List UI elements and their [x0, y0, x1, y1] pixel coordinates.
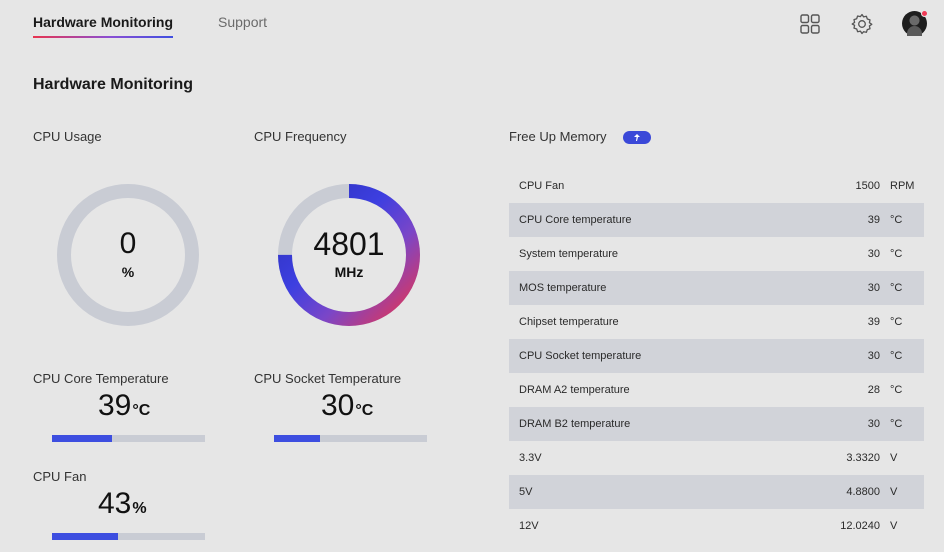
cpu-fan-unit: %	[132, 500, 147, 517]
sensor-value: 28	[867, 384, 880, 396]
sensor-unit: °C	[890, 316, 903, 328]
sensor-name: CPU Core temperature	[519, 214, 632, 226]
cpu-fan-value: 43	[98, 487, 132, 520]
tab-label: Support	[218, 14, 268, 30]
free-up-memory-label: Free Up Memory	[509, 129, 607, 144]
tab-label: Hardware Monitoring	[33, 14, 174, 30]
sensor-name: 3.3V	[519, 452, 542, 464]
sensor-row: CPU Fan 1500 RPM	[509, 169, 924, 203]
sensor-value: 30	[867, 248, 880, 260]
cpu-fan-label: CPU Fan	[33, 469, 87, 484]
sensor-name: DRAM A2 temperature	[519, 384, 630, 396]
cpu-usage-label: CPU Usage	[33, 129, 102, 144]
sensor-name: 5V	[519, 486, 533, 498]
cpu-frequency-value: 4801	[313, 226, 385, 262]
sensor-name: CPU Socket temperature	[519, 350, 642, 362]
notification-dot	[921, 10, 928, 17]
sensor-name: Chipset temperature	[519, 316, 619, 328]
sensor-unit: V	[890, 520, 898, 532]
sensor-value: 39	[867, 214, 880, 226]
tab-hardware-monitoring[interactable]: Hardware Monitoring	[33, 14, 174, 38]
sensor-row: 5V 4.8800 V	[509, 475, 924, 509]
sensor-value: 4.8800	[846, 486, 880, 498]
avatar[interactable]	[902, 10, 928, 36]
gear-icon[interactable]	[850, 12, 874, 36]
sensor-name: MOS temperature	[519, 282, 607, 294]
cpu-core-temp-label: CPU Core Temperature	[33, 371, 169, 386]
cpu-core-temp-value: 39	[98, 389, 132, 422]
sensor-name: System temperature	[519, 248, 619, 260]
cpu-socket-temp-bar	[274, 435, 427, 442]
apps-grid-icon[interactable]	[798, 12, 822, 36]
sensor-row: DRAM B2 temperature 30 °C	[509, 407, 924, 441]
boost-icon	[634, 134, 640, 141]
sensor-unit: V	[890, 486, 898, 498]
sensor-unit: °C	[890, 384, 903, 396]
cpu-core-temp-unit: °C	[132, 402, 151, 419]
cpu-fan-bar-fill	[52, 533, 118, 540]
sensor-row: CPU Socket temperature 30 °C	[509, 339, 924, 373]
cpu-frequency-unit: MHz	[334, 264, 364, 280]
sensor-row: System temperature 30 °C	[509, 237, 924, 271]
sensor-unit: °C	[890, 214, 903, 226]
free-up-memory-button[interactable]	[623, 131, 651, 144]
sensor-value: 30	[867, 282, 880, 294]
cpu-usage-value: 0	[119, 227, 137, 260]
sensor-row: 12V 12.0240 V	[509, 509, 924, 543]
cpu-socket-temp-readout: 30°C	[321, 389, 373, 423]
cpu-socket-temp-label: CPU Socket Temperature	[254, 371, 402, 386]
sensor-table: CPU Fan 1500 RPM CPU Core temperature 39 °C Sy…	[509, 169, 924, 543]
active-tab-indicator	[33, 36, 173, 38]
sensor-unit: °C	[890, 350, 903, 362]
cpu-fan-readout: 43%	[98, 487, 147, 521]
sensor-name: CPU Fan	[519, 180, 565, 192]
sensor-unit: °C	[890, 418, 903, 430]
cpu-core-temp-bar-fill	[52, 435, 112, 442]
sensor-row: MOS temperature 30 °C	[509, 271, 924, 305]
cpu-socket-temp-value: 30	[321, 389, 355, 422]
sensor-row: CPU Core temperature 39 °C	[509, 203, 924, 237]
cpu-frequency-gauge: 4801 MHz	[276, 182, 422, 328]
sensor-name: DRAM B2 temperature	[519, 418, 631, 430]
sensor-name: 12V	[519, 520, 539, 532]
sensor-unit: °C	[890, 248, 903, 260]
sensor-value: 30	[867, 350, 880, 362]
sensor-value: 30	[867, 418, 880, 430]
cpu-core-temp-bar	[52, 435, 205, 442]
sensor-row: Chipset temperature 39 °C	[509, 305, 924, 339]
cpu-usage-gauge: 0 %	[55, 182, 201, 328]
top-nav: Hardware Monitoring Support	[0, 0, 944, 50]
avatar-silhouette	[907, 26, 922, 36]
sensor-row: 3.3V 3.3320 V	[509, 441, 924, 475]
cpu-frequency-label: CPU Frequency	[254, 129, 347, 144]
sensor-row: DRAM A2 temperature 28 °C	[509, 373, 924, 407]
sensor-value: 3.3320	[846, 452, 880, 464]
sensor-unit: °C	[890, 282, 903, 294]
sensor-value: 39	[867, 316, 880, 328]
cpu-socket-temp-unit: °C	[355, 402, 374, 419]
cpu-frequency-arc	[278, 184, 420, 326]
sensor-unit: V	[890, 452, 898, 464]
sensor-value: 12.0240	[840, 520, 880, 532]
cpu-fan-bar	[52, 533, 205, 540]
sensor-unit: RPM	[890, 180, 915, 192]
sensor-value: 1500	[855, 180, 880, 192]
cpu-socket-temp-bar-fill	[274, 435, 320, 442]
cpu-usage-unit: %	[121, 264, 135, 280]
page-title: Hardware Monitoring	[33, 76, 194, 93]
cpu-core-temp-readout: 39°C	[98, 389, 150, 423]
tab-support[interactable]: Support	[218, 14, 267, 30]
